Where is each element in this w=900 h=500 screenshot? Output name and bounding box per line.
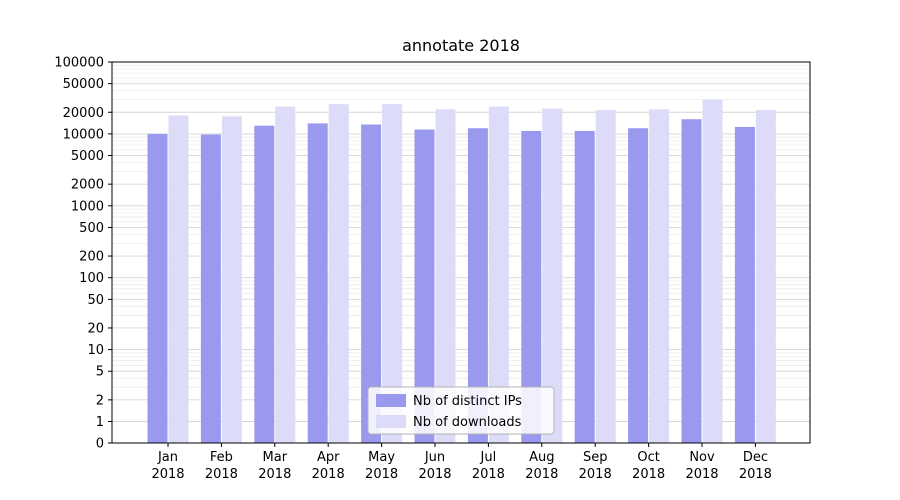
x-tick-label-month: Apr	[317, 450, 340, 465]
y-tick-label: 0	[96, 437, 104, 452]
bar-downloads	[649, 109, 670, 443]
bar-downloads	[382, 104, 403, 443]
chart-title: annotate 2018	[402, 36, 520, 55]
bar-distinct-ips	[200, 134, 221, 444]
y-tick-label: 500	[79, 221, 104, 236]
x-tick-label-year: 2018	[685, 467, 718, 482]
x-tick-label-year: 2018	[418, 467, 451, 482]
bar-distinct-ips	[628, 128, 649, 444]
y-tick-label: 200	[79, 250, 104, 265]
x-tick-label-year: 2018	[472, 467, 505, 482]
y-tick-label: 10000	[63, 127, 104, 142]
bar-distinct-ips	[521, 130, 542, 443]
x-tick-label-month: Oct	[637, 450, 659, 465]
x-tick-label-month: Mar	[263, 450, 288, 465]
x-tick-label-month: Jan	[157, 450, 178, 465]
y-tick-label: 2	[96, 393, 104, 408]
legend-swatch	[376, 415, 406, 428]
y-tick-label: 2000	[71, 178, 104, 193]
legend-swatch	[376, 394, 406, 407]
bar-downloads	[328, 104, 349, 443]
y-tick-label: 100000	[54, 56, 104, 71]
x-tick-label-year: 2018	[205, 467, 238, 482]
x-tick-label-year: 2018	[632, 467, 665, 482]
axes-spines	[111, 61, 811, 444]
bar-downloads	[488, 106, 509, 444]
y-tick-label: 100	[79, 271, 104, 286]
bar-downloads	[221, 116, 242, 443]
y-tick-label: 5	[96, 365, 104, 380]
x-tick-label-year: 2018	[365, 467, 398, 482]
bar-distinct-ips	[307, 123, 328, 443]
x-tick-label-year: 2018	[312, 467, 345, 482]
x-tick-label-month: Jul	[480, 450, 497, 465]
x-tick-label-year: 2018	[579, 467, 612, 482]
y-tick-label: 5000	[71, 149, 104, 164]
bar-downloads	[702, 99, 723, 444]
y-tick-label: 20000	[63, 106, 104, 121]
y-tick-label: 50	[87, 293, 104, 308]
x-tick-label-month: Aug	[529, 450, 554, 465]
bar-distinct-ips	[681, 119, 702, 444]
x-tick-label-year: 2018	[739, 467, 772, 482]
bar-downloads	[275, 106, 296, 444]
x-tick-label-year: 2018	[258, 467, 291, 482]
y-tick-label: 50000	[63, 77, 104, 92]
x-tick-label-month: May	[368, 450, 395, 465]
y-tick-label: 1	[96, 415, 104, 430]
x-tick-label-month: Sep	[583, 450, 608, 465]
legend-box	[367, 386, 555, 435]
bar-downloads	[435, 109, 456, 443]
x-tick-label-year: 2018	[525, 467, 558, 482]
bar-distinct-ips	[147, 133, 168, 443]
bar-distinct-ips	[467, 128, 488, 444]
bar-downloads	[542, 108, 563, 444]
y-tick-label: 10	[87, 343, 104, 358]
bar-distinct-ips	[361, 124, 382, 444]
bar-downloads	[168, 115, 189, 444]
bar-distinct-ips	[734, 126, 755, 444]
x-tick-label-month: Dec	[743, 450, 768, 465]
bar-distinct-ips	[414, 129, 435, 443]
legend-label: Nb of distinct IPs	[413, 394, 522, 409]
x-tick-label-month: Nov	[689, 450, 715, 465]
bar-downloads	[595, 109, 616, 443]
x-tick-label-year: 2018	[151, 467, 184, 482]
bar-distinct-ips	[254, 125, 275, 444]
bar-downloads	[755, 109, 776, 443]
legend-label: Nb of downloads	[413, 415, 522, 430]
bar-distinct-ips	[574, 130, 595, 443]
y-tick-label: 20	[87, 321, 104, 336]
y-tick-label: 1000	[71, 199, 104, 214]
x-tick-label-month: Jun	[424, 450, 445, 465]
x-tick-label-month: Feb	[210, 450, 233, 465]
